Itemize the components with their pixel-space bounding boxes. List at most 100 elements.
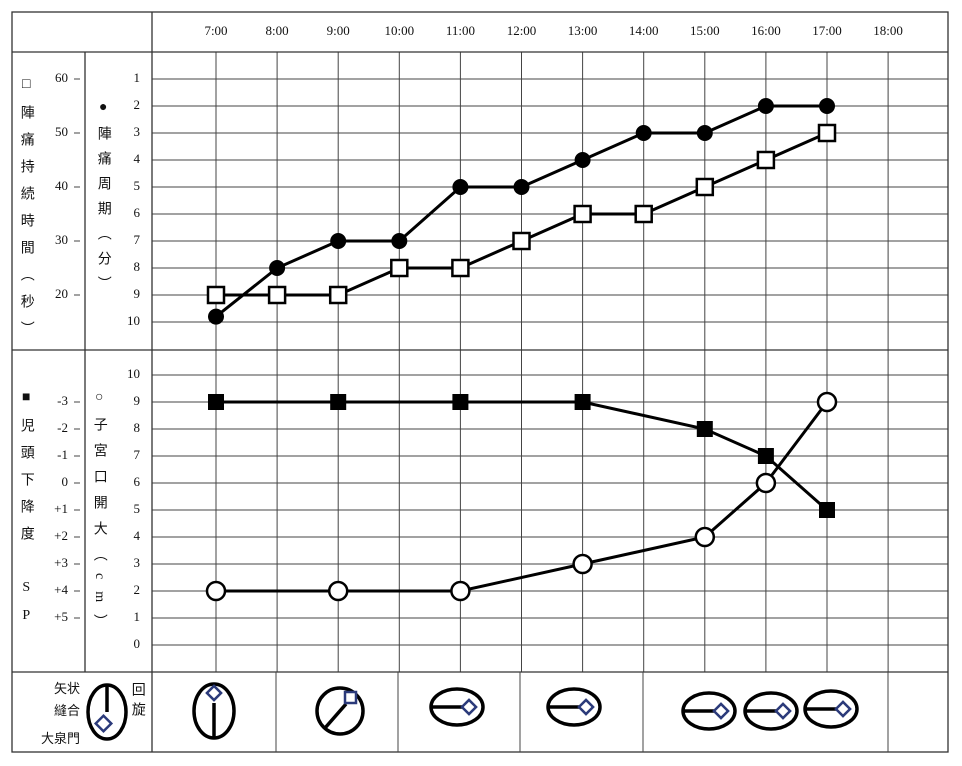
point — [696, 125, 713, 141]
rotation-icon — [429, 687, 485, 727]
point — [330, 233, 347, 249]
time-label: 16:00 — [751, 23, 781, 38]
point — [451, 258, 470, 278]
y2-tick-label: 30 — [55, 232, 68, 247]
y-tick-label: 5 — [134, 501, 141, 516]
y-tick-label: 1 — [134, 70, 141, 85]
y2-tick-label: -2 — [57, 420, 68, 435]
time-label: 11:00 — [446, 23, 475, 38]
y2-tick-label: -1 — [57, 447, 68, 462]
point — [328, 285, 348, 305]
point — [817, 123, 837, 143]
point — [819, 502, 835, 518]
time-label: 10:00 — [384, 23, 414, 38]
time-label: 13:00 — [568, 23, 598, 38]
y-tick-label: 9 — [134, 393, 141, 408]
point — [269, 260, 286, 276]
y-tick-label: 3 — [134, 124, 141, 139]
y-tick-label: 7 — [134, 232, 141, 247]
bottom-row-lines — [275, 672, 889, 752]
y2-tick-label: +1 — [54, 501, 68, 516]
time-label: 9:00 — [327, 23, 350, 38]
grid-layer — [152, 52, 948, 672]
point — [572, 553, 593, 575]
y2-tick-label: 50 — [55, 124, 68, 139]
point — [694, 526, 716, 548]
point — [205, 580, 227, 602]
y-tick-label: 1 — [134, 609, 141, 624]
point — [512, 231, 531, 251]
time-label: 7:00 — [204, 23, 227, 38]
y-tick-label: 5 — [134, 178, 141, 193]
y2-tick-label: +3 — [54, 555, 68, 570]
frame — [11, 11, 949, 753]
y2-tick-label: 40 — [55, 178, 68, 193]
y-label: ●陣痛周期（分） — [96, 100, 112, 301]
rotation-icon — [315, 686, 365, 736]
point — [755, 472, 777, 494]
rotation-icon — [86, 683, 128, 741]
point — [757, 98, 774, 114]
point — [757, 448, 774, 464]
time-label: 8:00 — [266, 23, 289, 38]
point — [819, 98, 835, 114]
point — [327, 580, 349, 602]
y2-tick-label: +5 — [54, 609, 68, 624]
y-tick-label: 10 — [127, 366, 140, 381]
point — [816, 391, 838, 413]
y2-tick-label: +2 — [54, 528, 68, 543]
point — [267, 285, 287, 305]
point — [330, 394, 347, 410]
rotation-icons — [86, 682, 859, 741]
y-label: ○子宮口開大（cm） — [92, 390, 108, 640]
y-tick-label: 8 — [134, 259, 141, 274]
point — [573, 204, 592, 224]
rotation-icon — [803, 689, 859, 729]
rotation-icon — [192, 682, 236, 740]
point — [574, 394, 591, 410]
y-tick-label: 10 — [127, 313, 140, 328]
point — [391, 233, 408, 249]
suture-label: 縫合 — [54, 703, 80, 718]
y-tick-label: 4 — [134, 528, 141, 543]
point — [695, 177, 715, 197]
y-tick-label: 9 — [134, 286, 141, 301]
y2-tick-label: -3 — [57, 393, 68, 408]
time-label: 17:00 — [812, 23, 842, 38]
point — [452, 394, 469, 410]
y2-tick-label: 0 — [62, 474, 69, 489]
y2-tick-label: +4 — [54, 582, 68, 597]
rotation-icon — [546, 687, 602, 727]
point — [574, 152, 591, 168]
y2-tick-label: 60 — [55, 70, 68, 85]
y-tick-label: 0 — [134, 636, 141, 651]
y-tick-label: 6 — [134, 474, 141, 489]
point — [634, 204, 653, 224]
point — [635, 125, 652, 141]
point — [756, 150, 776, 170]
fontanelle-label: 大泉門 — [41, 731, 80, 746]
time-label: 14:00 — [629, 23, 659, 38]
point — [390, 258, 409, 278]
y2-tick-label: 20 — [55, 286, 68, 301]
y2-label: □陣痛持続時間（秒） — [19, 77, 35, 348]
point — [208, 394, 224, 410]
point — [206, 285, 226, 305]
y-tick-label: 6 — [134, 205, 141, 220]
time-label: 18:00 — [873, 23, 903, 38]
y-tick-label: 7 — [134, 447, 141, 462]
point — [450, 580, 471, 602]
rotation-icon — [681, 691, 737, 731]
point — [208, 308, 224, 325]
y-tick-label: 8 — [134, 420, 141, 435]
y-tick-label: 3 — [134, 555, 141, 570]
y-tick-label: 2 — [134, 97, 141, 112]
y-tick-label: 4 — [134, 151, 141, 166]
point — [452, 179, 469, 195]
point — [513, 179, 530, 195]
time-label: 12:00 — [507, 23, 537, 38]
rotation-label: 回旋 — [130, 682, 146, 722]
y-tick-label: 2 — [134, 582, 141, 597]
rotation-icon — [743, 691, 799, 731]
